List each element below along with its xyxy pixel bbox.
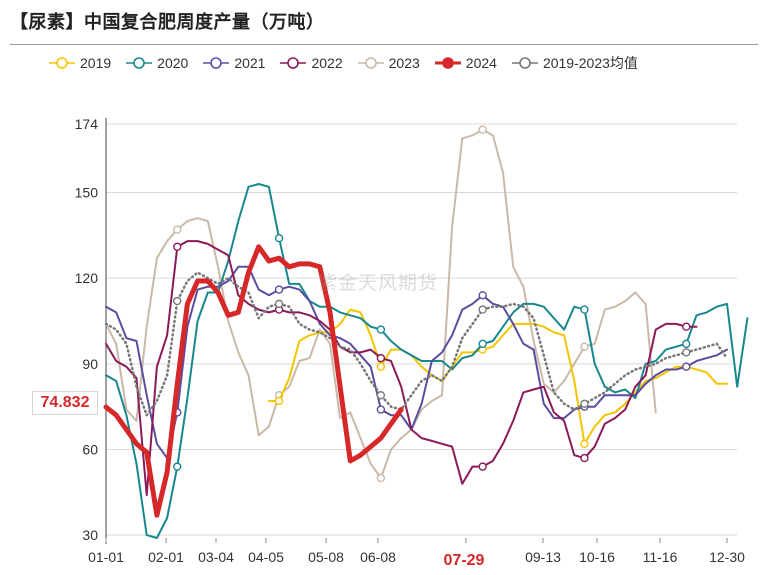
data-point (376, 405, 386, 414)
legend-item[interactable]: 2021 (202, 55, 265, 71)
data-point (478, 462, 487, 471)
data-point (580, 342, 589, 351)
data-point (478, 291, 487, 300)
title-divider (10, 44, 758, 45)
y-tick-label: 120 (75, 270, 99, 286)
data-point (173, 225, 182, 234)
x-tick-label: 01-01 (88, 549, 124, 565)
data-point (376, 353, 386, 363)
series-2022 (105, 240, 698, 497)
data-point (580, 399, 589, 409)
series-line (105, 240, 698, 497)
data-point (580, 453, 589, 463)
series-layer (103, 125, 749, 539)
data-point (376, 362, 386, 371)
data-point (580, 439, 589, 448)
legend-item[interactable]: 2019-2023均值 (511, 53, 638, 73)
data-point (376, 325, 386, 334)
x-tick-label: 10-16 (579, 549, 615, 565)
x-tick-label: 09-13 (525, 549, 561, 565)
legend-label: 2020 (157, 55, 189, 71)
x-tick-label: 05-08 (308, 549, 344, 565)
legend-label: 2021 (234, 55, 266, 71)
x-tick-label: 11-16 (643, 549, 678, 565)
legend-item[interactable]: 2024 (434, 55, 497, 71)
series-2021 (105, 265, 728, 460)
x-tick-label: 04-05 (248, 549, 284, 565)
grid-lines (106, 123, 737, 536)
x-tick-label: 02-01 (148, 549, 184, 565)
legend-item[interactable]: 2019 (48, 55, 111, 71)
data-point (376, 473, 386, 483)
data-point (274, 299, 284, 309)
cursor-y-readout: 74.832 (32, 391, 98, 415)
axes: 30 60 90 120 150 174 01-01 02-01 03-04 04-05 05-08… (75, 116, 745, 565)
data-point (478, 339, 487, 349)
x-tick-label: 12-30 (709, 549, 745, 565)
series-2024 (103, 244, 404, 518)
legend-label: 2019-2023均值 (542, 55, 638, 71)
legend-swatch-icon (126, 57, 153, 69)
x-tick-label: 03-04 (198, 549, 234, 565)
y-tick-label: 60 (82, 441, 98, 457)
y-tick-label: 30 (82, 527, 98, 543)
legend-label: 2019 (80, 55, 112, 71)
data-point (274, 396, 284, 406)
series-line (103, 244, 404, 518)
data-point (682, 339, 691, 349)
legend-item[interactable]: 2023 (357, 55, 420, 71)
x-tick-label: 06-08 (360, 549, 396, 565)
data-point (376, 391, 386, 400)
series-2019-2023均值 (104, 271, 729, 417)
data-point (274, 234, 284, 243)
legend-swatch-icon (49, 57, 75, 69)
legend-label: 2023 (388, 55, 420, 71)
data-point (173, 296, 182, 306)
legend-swatch-icon (280, 57, 307, 69)
series-line (105, 265, 728, 460)
data-point (173, 462, 182, 471)
legend-item[interactable]: 2020 (125, 55, 188, 71)
data-point (580, 305, 589, 314)
legend: 2019 2020 2021 2022 2023 2024 2019-2023均值 (48, 52, 638, 74)
cursor-x-readout: 07-29 (432, 549, 496, 573)
legend-swatch-icon (511, 57, 538, 69)
y-tick-label: 90 (82, 356, 98, 372)
y-tick-label: 150 (75, 185, 99, 201)
legend-label: 2022 (311, 55, 343, 71)
legend-swatch-icon (203, 57, 230, 69)
data-point (682, 348, 691, 357)
data-point (478, 305, 487, 314)
watermark: 紫金天风期货 (318, 272, 439, 294)
data-point (274, 285, 284, 294)
legend-swatch-icon (357, 57, 384, 69)
data-point (682, 322, 691, 331)
y-tick-label: 174 (75, 116, 99, 132)
legend-swatch-icon (434, 57, 461, 69)
data-point (478, 125, 487, 134)
series-line (104, 271, 729, 417)
legend-item[interactable]: 2022 (279, 55, 343, 71)
data-point (682, 362, 691, 371)
chart-title: 【尿素】中国复合肥周度产量（万吨） (10, 12, 325, 33)
legend-label: 2024 (465, 55, 497, 71)
data-point (173, 242, 182, 251)
